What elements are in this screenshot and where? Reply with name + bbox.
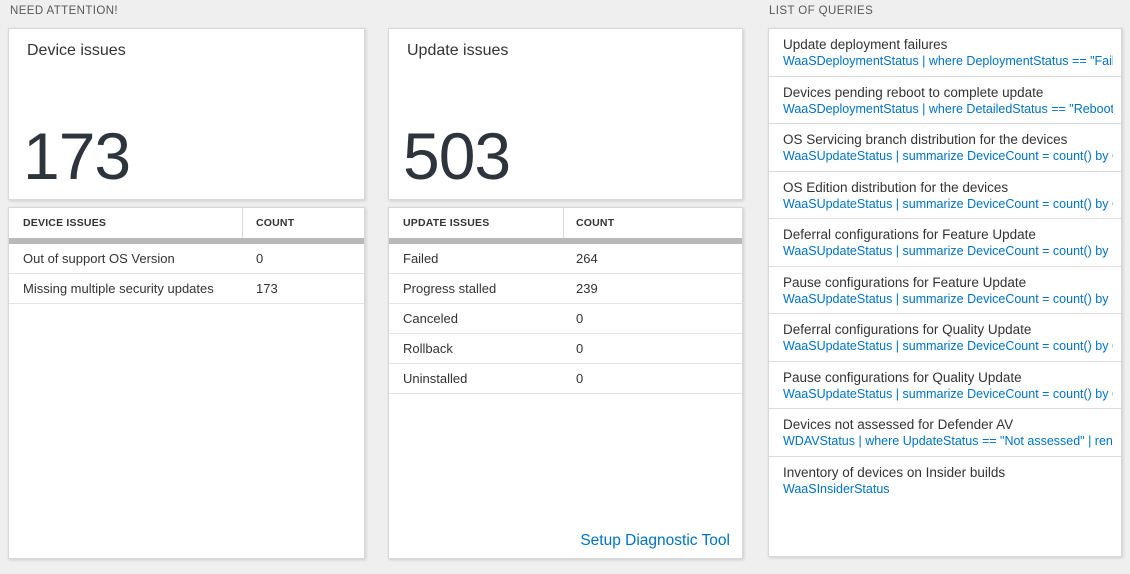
query-title: Devices not assessed for Defender AV (783, 417, 1014, 432)
issue-name-cell: Progress stalled (403, 281, 497, 296)
query-title: OS Edition distribution for the devices (783, 179, 1009, 195)
query-list-item[interactable]: Update deployment failures WaaSDeploymen… (769, 29, 1121, 77)
update-issues-count: 503 (403, 119, 511, 193)
device-issues-tile-title: Device issues (27, 42, 126, 59)
update-issues-tile-title: Update issues (407, 42, 509, 59)
table-header-divider-bar (389, 238, 742, 244)
need-attention-section-label: NEED ATTENTION! (10, 5, 119, 17)
issue-name-cell: Uninstalled (403, 371, 468, 386)
list-of-queries-section-label: LIST OF QUERIES (769, 5, 874, 17)
query-list-item[interactable]: Devices not assessed for Defender AV WDA… (769, 409, 1121, 457)
query-list-item[interactable]: Inventory of devices on Insider builds W… (769, 457, 1121, 505)
device-issues-table-header: DEVICE ISSUES COUNT (9, 208, 364, 238)
query-title: Pause configurations for Quality Update (783, 369, 1022, 385)
list-of-queries-panel: Update deployment failures WaaSDeploymen… (768, 28, 1122, 557)
device-issues-count: 173 (23, 119, 131, 193)
query-title: Devices pending reboot to complete updat… (783, 84, 1044, 100)
table-row[interactable]: Failed 264 (389, 244, 742, 274)
query-list-item[interactable]: OS Edition distribution for the devices … (769, 172, 1121, 219)
query-text: WaaSUpdateStatus | summarize DeviceCount… (783, 196, 1113, 211)
query-title: Deferral configurations for Feature Upda… (783, 227, 1036, 242)
table-row[interactable]: Uninstalled 0 (389, 364, 742, 394)
device-issues-column-header: DEVICE ISSUES (9, 208, 243, 238)
query-list-item[interactable]: Deferral configurations for Quality Upda… (769, 314, 1121, 362)
update-issues-tile[interactable]: Update issues 503 (388, 28, 743, 200)
setup-diagnostic-tool-link[interactable]: Setup Diagnostic Tool (580, 532, 730, 549)
table-row[interactable]: Canceled 0 (389, 304, 742, 334)
query-text: WaaSUpdateStatus | summarize DeviceCount… (783, 149, 1113, 163)
device-issues-table-body: Out of support OS Version 0 Missing mult… (9, 244, 364, 304)
table-row[interactable]: Rollback 0 (389, 334, 742, 364)
query-list: Update deployment failures WaaSDeploymen… (769, 29, 1121, 504)
device-issues-tile[interactable]: Device issues 173 (8, 28, 365, 200)
query-title: Deferral configurations for Quality Upda… (783, 322, 1032, 337)
update-issues-table: UPDATE ISSUES COUNT Failed 264 Progress … (388, 207, 743, 559)
query-list-item[interactable]: Pause configurations for Feature Update … (769, 267, 1121, 314)
query-text: WaaSUpdateStatus | summarize DeviceCount… (783, 386, 1113, 401)
issue-name-cell: Canceled (403, 311, 458, 326)
issue-name-cell: Missing multiple security updates (23, 281, 214, 296)
table-row[interactable]: Progress stalled 239 (389, 274, 742, 304)
query-list-item[interactable]: Deferral configurations for Feature Upda… (769, 219, 1121, 267)
issue-count-cell: 0 (576, 341, 584, 356)
table-row[interactable]: Out of support OS Version 0 (9, 244, 364, 274)
count-column-header: COUNT (576, 217, 615, 229)
query-list-item[interactable]: Pause configurations for Quality Update … (769, 362, 1121, 409)
table-header-divider-bar (9, 238, 364, 244)
query-title: OS Servicing branch distribution for the… (783, 132, 1068, 147)
query-text: WaaSDeploymentStatus | where DeploymentS… (783, 54, 1113, 68)
device-issues-table: DEVICE ISSUES COUNT Out of support OS Ve… (8, 207, 365, 559)
count-column-header: COUNT (256, 217, 295, 229)
query-title: Inventory of devices on Insider builds (783, 464, 1006, 480)
issue-count-cell: 0 (576, 311, 584, 326)
issue-count-cell: 0 (576, 371, 584, 386)
issue-count-cell: 0 (256, 251, 264, 266)
query-text: WaaSUpdateStatus | summarize DeviceCount… (783, 339, 1113, 353)
update-issues-table-header: UPDATE ISSUES COUNT (389, 208, 742, 238)
issue-count-cell: 264 (576, 251, 598, 266)
query-text: WDAVStatus | where UpdateStatus == "Not … (783, 434, 1113, 448)
table-row[interactable]: Missing multiple security updates 173 (9, 274, 364, 304)
update-issues-column-header: UPDATE ISSUES (389, 208, 564, 238)
query-text: WaaSUpdateStatus | summarize DeviceCount… (783, 291, 1113, 306)
issue-count-cell: 239 (576, 281, 598, 296)
query-text: WaaSUpdateStatus | summarize DeviceCount… (783, 244, 1113, 258)
query-title: Update deployment failures (783, 37, 948, 52)
update-issues-table-body: Failed 264 Progress stalled 239 Canceled… (389, 244, 742, 394)
query-list-item[interactable]: OS Servicing branch distribution for the… (769, 124, 1121, 172)
issue-name-cell: Rollback (403, 341, 453, 356)
query-text: WaaSDeploymentStatus | where DetailedSta… (783, 101, 1113, 116)
issue-count-cell: 173 (256, 281, 278, 296)
issue-name-cell: Failed (403, 251, 439, 266)
issue-name-cell: Out of support OS Version (23, 251, 175, 266)
query-list-item[interactable]: Devices pending reboot to complete updat… (769, 77, 1121, 124)
query-title: Pause configurations for Feature Update (783, 274, 1027, 290)
query-text: WaaSInsiderStatus (783, 481, 890, 496)
